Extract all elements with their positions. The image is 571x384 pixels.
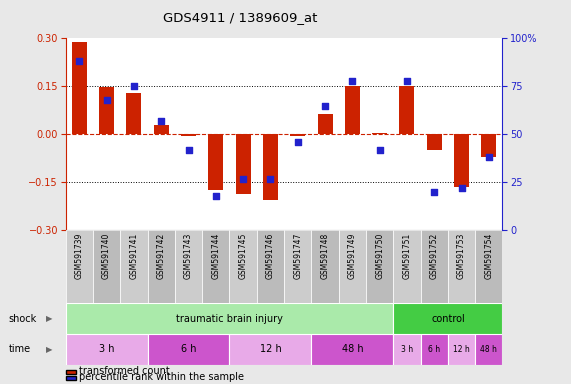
Bar	[257, 230, 284, 303]
Text: GSM591753: GSM591753	[457, 233, 466, 279]
Text: time: time	[9, 344, 31, 354]
Point	[184, 147, 193, 153]
Bar	[290, 134, 305, 136]
Bar	[311, 334, 393, 365]
Text: GSM591750: GSM591750	[375, 233, 384, 279]
Bar	[93, 230, 120, 303]
Point	[239, 175, 248, 182]
Point	[130, 83, 139, 89]
Text: GSM591751: GSM591751	[403, 233, 412, 279]
Bar	[427, 134, 442, 151]
Bar	[181, 134, 196, 136]
Bar	[400, 86, 415, 134]
Bar	[236, 134, 251, 194]
Point	[403, 78, 412, 84]
Text: GSM591752: GSM591752	[430, 233, 439, 279]
Text: GSM591743: GSM591743	[184, 233, 193, 279]
Point	[457, 185, 466, 191]
Text: transformed count: transformed count	[79, 366, 170, 376]
Bar	[339, 230, 366, 303]
Bar	[66, 230, 93, 303]
Text: GSM591742: GSM591742	[156, 233, 166, 279]
Bar	[99, 87, 114, 134]
Bar	[284, 230, 311, 303]
Bar	[263, 134, 278, 200]
Text: GSM591749: GSM591749	[348, 233, 357, 279]
Text: GSM591741: GSM591741	[130, 233, 138, 279]
Bar	[72, 41, 87, 134]
Text: ▶: ▶	[46, 345, 52, 354]
Bar	[448, 230, 475, 303]
Bar	[202, 230, 230, 303]
Text: 6 h: 6 h	[428, 345, 440, 354]
Text: GSM591747: GSM591747	[293, 233, 302, 279]
Point	[320, 103, 329, 109]
Point	[211, 193, 220, 199]
Text: 48 h: 48 h	[480, 345, 497, 354]
Text: GSM591739: GSM591739	[75, 233, 84, 279]
Bar	[120, 230, 147, 303]
Text: 6 h: 6 h	[181, 344, 196, 354]
Bar	[393, 334, 421, 365]
Text: GSM591746: GSM591746	[266, 233, 275, 279]
Text: 12 h: 12 h	[260, 344, 282, 354]
Text: traumatic brain injury: traumatic brain injury	[176, 314, 283, 324]
Bar	[448, 334, 475, 365]
Bar	[154, 126, 168, 134]
Text: GSM591745: GSM591745	[239, 233, 248, 279]
Text: 48 h: 48 h	[341, 344, 363, 354]
Text: GSM591754: GSM591754	[484, 233, 493, 279]
Bar	[126, 93, 142, 134]
Bar	[175, 230, 202, 303]
Bar	[475, 334, 502, 365]
Point	[266, 175, 275, 182]
Text: ▶: ▶	[46, 314, 52, 323]
Text: GSM591748: GSM591748	[320, 233, 329, 279]
Text: 3 h: 3 h	[401, 345, 413, 354]
Bar	[147, 230, 175, 303]
Bar	[66, 334, 147, 365]
Point	[75, 58, 84, 65]
Bar	[475, 230, 502, 303]
Bar	[454, 134, 469, 187]
Text: percentile rank within the sample: percentile rank within the sample	[79, 372, 244, 382]
Bar	[208, 134, 223, 190]
Bar	[317, 114, 332, 134]
Text: GDS4911 / 1389609_at: GDS4911 / 1389609_at	[163, 12, 317, 25]
Text: GSM591744: GSM591744	[211, 233, 220, 279]
Bar	[147, 334, 230, 365]
Bar	[421, 334, 448, 365]
Point	[429, 189, 439, 195]
Bar	[366, 230, 393, 303]
Bar	[311, 230, 339, 303]
Point	[102, 97, 111, 103]
Bar	[481, 134, 496, 157]
Point	[375, 147, 384, 153]
Point	[156, 118, 166, 124]
Bar	[393, 303, 502, 334]
Bar	[230, 334, 311, 365]
Text: shock: shock	[9, 314, 37, 324]
Point	[293, 139, 302, 145]
Text: GSM591740: GSM591740	[102, 233, 111, 279]
Text: 3 h: 3 h	[99, 344, 114, 354]
Bar	[372, 133, 387, 134]
Text: control: control	[431, 314, 465, 324]
Text: 12 h: 12 h	[453, 345, 470, 354]
Bar	[421, 230, 448, 303]
Bar	[66, 303, 393, 334]
Bar	[393, 230, 421, 303]
Bar	[345, 86, 360, 134]
Point	[484, 154, 493, 161]
Point	[348, 78, 357, 84]
Bar	[230, 230, 257, 303]
